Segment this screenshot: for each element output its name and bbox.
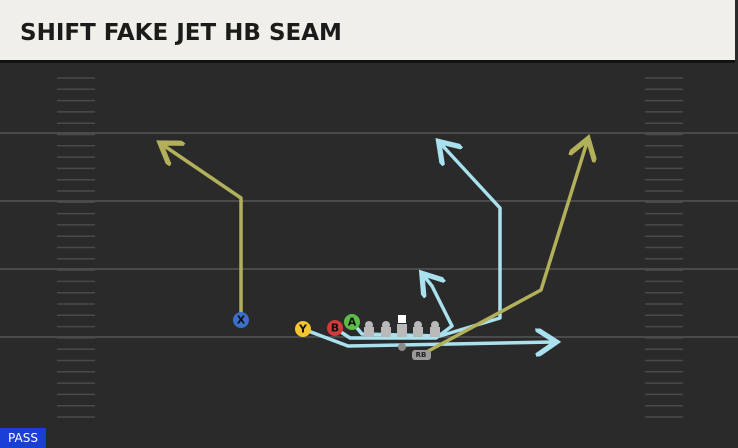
player-b [327,320,343,336]
player-label: RB [416,351,427,359]
route-b [334,276,454,340]
player-y [295,321,311,337]
pass-badge [0,428,46,448]
route-x [163,145,243,318]
player-label: B [331,322,339,335]
player-label: Y [298,323,308,336]
player-label: X [237,314,246,327]
player-label: A [348,316,357,329]
route-y [302,327,553,346]
header-bar [0,0,735,60]
routes [163,142,587,357]
route-rb [420,142,587,357]
player-x [233,312,249,328]
play-title: SHIFT FAKE JET HB SEAM [20,20,342,46]
header-shadow [0,60,735,63]
player-a [344,314,360,330]
badge-label: PASS [8,431,38,445]
player-rb [412,350,431,360]
hash-marks [57,77,683,418]
offensive-line [364,315,440,351]
